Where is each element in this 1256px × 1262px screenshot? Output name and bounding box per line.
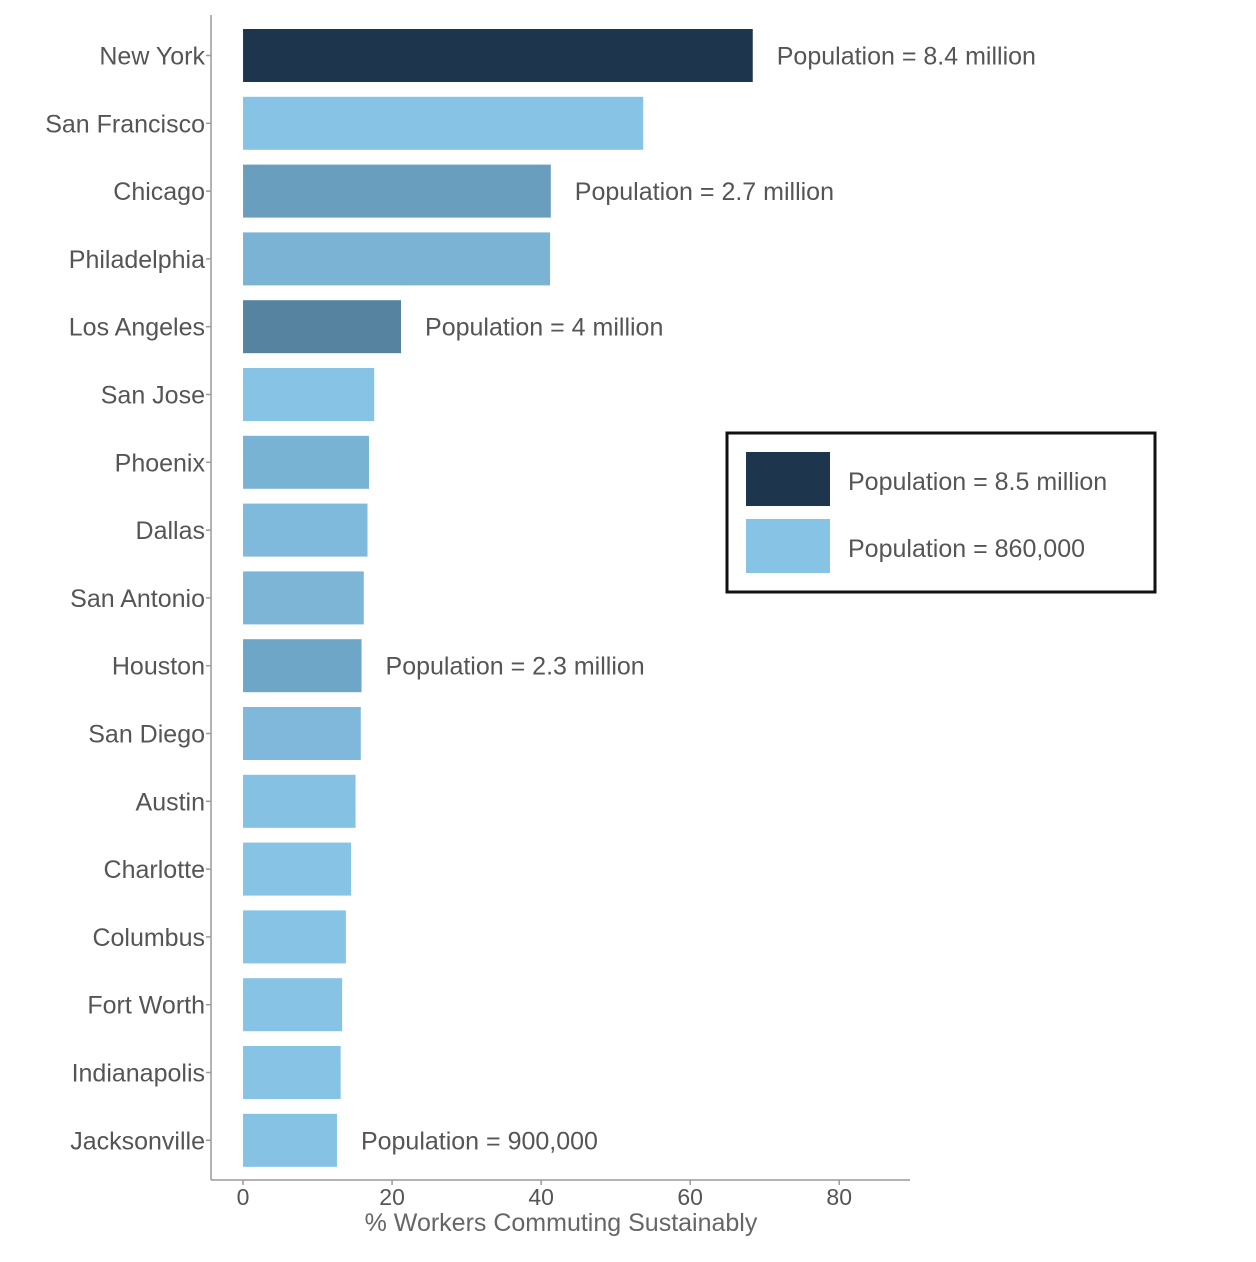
x-ticks: 0 20 40 60 80 — [237, 1180, 852, 1210]
x-tick-label-20: 20 — [379, 1184, 405, 1210]
bar-jacksonville — [243, 1113, 337, 1167]
legend-swatch-small-population — [746, 519, 830, 573]
bar-houston — [243, 639, 362, 693]
bar-charlotte — [243, 842, 352, 896]
x-tick-label-80: 80 — [826, 1184, 852, 1210]
legend-label-small-population: Population = 860,000 — [848, 535, 1085, 563]
category-label-san-francisco: San Francisco — [45, 110, 205, 138]
category-ticks — [206, 54, 211, 1142]
annotation-houston: Population = 2.3 million — [386, 653, 645, 681]
bar-new-york — [243, 29, 753, 82]
bar-chicago — [243, 164, 551, 218]
category-label-columbus: Columbus — [92, 924, 205, 952]
annotation-chicago: Population = 2.7 million — [575, 178, 834, 206]
category-label-san-diego: San Diego — [88, 721, 205, 749]
category-label-chicago: Chicago — [113, 178, 205, 206]
bar-san-francisco — [243, 96, 644, 150]
category-label-san-antonio: San Antonio — [70, 585, 205, 613]
x-axis-title: % Workers Commuting Sustainably — [365, 1209, 758, 1237]
bar-los-angeles — [243, 300, 402, 354]
bar-columbus — [243, 910, 346, 964]
category-labels: New York San Francisco Chicago Philadelphia… — [45, 43, 205, 1156]
bar-san-jose — [243, 368, 375, 421]
category-label-san-jose: San Jose — [101, 382, 205, 410]
bar-san-diego — [243, 707, 361, 760]
annotations: Population = 8.4 million Population = 2.7… — [361, 43, 1036, 1156]
bar-austin — [243, 774, 356, 828]
x-tick-label-0: 0 — [237, 1184, 250, 1210]
category-label-charlotte: Charlotte — [104, 856, 205, 884]
x-tick-label-40: 40 — [528, 1184, 554, 1210]
annotation-new-york: Population = 8.4 million — [777, 43, 1036, 71]
annotation-jacksonville: Population = 900,000 — [361, 1127, 598, 1155]
category-label-los-angeles: Los Angeles — [69, 314, 205, 342]
category-label-indianapolis: Indianapolis — [72, 1060, 205, 1088]
legend-label-large-population: Population = 8.5 million — [848, 468, 1107, 496]
category-label-austin: Austin — [136, 788, 205, 816]
bar-philadelphia — [243, 232, 551, 286]
bar-phoenix — [243, 435, 369, 489]
bar-dallas — [243, 503, 368, 557]
category-label-new-york: New York — [99, 43, 205, 71]
bars-layer — [243, 29, 753, 1167]
category-label-phoenix: Phoenix — [115, 449, 206, 477]
category-label-houston: Houston — [112, 653, 205, 681]
category-label-fort-worth: Fort Worth — [87, 992, 205, 1020]
category-label-jacksonville: Jacksonville — [70, 1127, 205, 1155]
annotation-los-angeles: Population = 4 million — [425, 314, 663, 342]
bar-fort-worth — [243, 978, 343, 1032]
x-tick-label-60: 60 — [677, 1184, 703, 1210]
bar-san-antonio — [243, 571, 364, 625]
bar-indianapolis — [243, 1046, 341, 1099]
category-label-philadelphia: Philadelphia — [69, 246, 205, 274]
category-label-dallas: Dallas — [136, 517, 205, 545]
legend: Population = 8.5 million Population = 86… — [725, 431, 1157, 594]
legend-swatch-large-population — [746, 452, 830, 506]
